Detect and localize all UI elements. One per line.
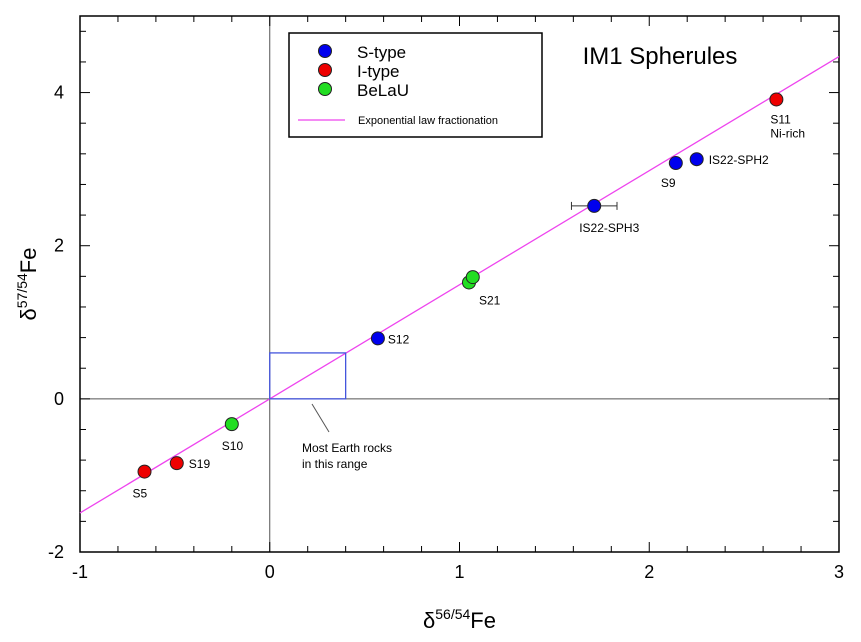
x-tick-label: 0 <box>265 562 275 582</box>
legend-marker <box>318 82 332 96</box>
data-point <box>465 270 480 285</box>
data-point <box>224 417 239 432</box>
y-tick-label: 4 <box>54 83 64 103</box>
chart-title: IM1 Spherules <box>583 43 738 70</box>
data-point <box>169 456 184 471</box>
y-tick-label: -2 <box>48 542 64 562</box>
y-axis-label: δ57/54Fe <box>14 248 41 321</box>
data-point <box>769 92 784 107</box>
y-tick-label: 0 <box>54 389 64 409</box>
point-label: S11 <box>770 112 791 126</box>
x-tick-label: -1 <box>72 562 88 582</box>
legend-marker <box>318 63 332 77</box>
earth-rocks-box <box>269 352 347 400</box>
annotation-text: Most Earth rocks <box>302 441 392 455</box>
legend-label: I-type <box>357 62 400 81</box>
fractionation-line <box>79 56 840 514</box>
legend-marker <box>318 44 332 58</box>
annotation-text: in this range <box>302 457 368 471</box>
legend-label: Exponential law fractionation <box>358 115 498 127</box>
point-label: IS22-SPH3 <box>579 221 639 235</box>
x-tick-label: 1 <box>454 562 464 582</box>
data-point <box>587 198 602 213</box>
y-tick-label: 2 <box>54 236 64 256</box>
point-label: S12 <box>388 332 410 346</box>
legend-label: BeLaU <box>357 81 409 100</box>
x-tick-label: 2 <box>644 562 654 582</box>
point-label: Ni-rich <box>770 126 805 140</box>
x-axis-label: δ56/54Fe <box>423 606 496 633</box>
point-label: IS22-SPH2 <box>709 153 769 167</box>
data-point <box>137 464 152 479</box>
x-tick-label: 3 <box>834 562 844 582</box>
legend-label: S-type <box>357 43 406 62</box>
data-point <box>370 331 385 346</box>
point-label: S21 <box>479 293 501 307</box>
point-label: S10 <box>222 439 244 453</box>
point-label: S19 <box>189 457 211 471</box>
point-label: S5 <box>133 487 148 501</box>
annotation-pointer <box>311 403 330 433</box>
data-point <box>689 152 704 167</box>
data-point <box>668 156 683 171</box>
point-label: S9 <box>661 176 676 190</box>
